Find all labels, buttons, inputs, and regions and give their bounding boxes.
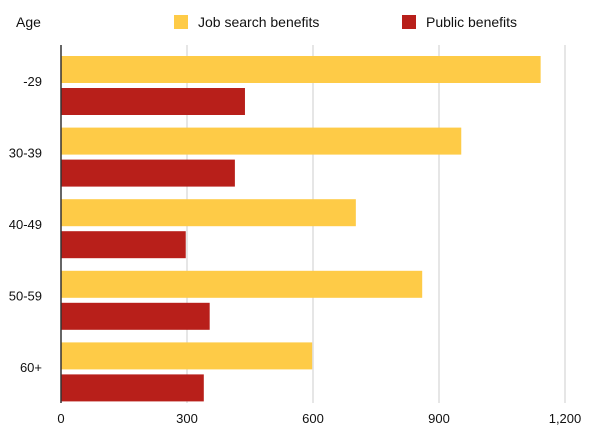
y-tick-label: 30-39 <box>9 145 42 160</box>
bar-job-search-0 <box>61 56 541 83</box>
legend-item-public-benefits: Public benefits <box>402 12 517 32</box>
bar-public-3 <box>61 302 210 330</box>
x-tick-label: 0 <box>57 411 64 426</box>
x-tick-label: 600 <box>302 411 324 426</box>
y-tick-label: 50-59 <box>9 289 42 304</box>
bar-public-0 <box>61 88 245 115</box>
bar-job-search-2 <box>61 199 356 227</box>
bar-public-1 <box>61 159 235 187</box>
legend-label-public: Public benefits <box>426 14 518 30</box>
bar-public-2 <box>61 231 186 259</box>
y-tick-label: -29 <box>23 74 42 89</box>
y-axis-title: Age <box>16 14 41 30</box>
y-tick-label: 60+ <box>20 360 42 375</box>
bar-job-search-4 <box>61 342 313 370</box>
legend-swatch-public <box>402 15 416 29</box>
x-tick-label: 1,200 <box>549 411 582 426</box>
x-tick-label: 300 <box>176 411 198 426</box>
bar-public-4 <box>61 374 204 402</box>
bar-job-search-1 <box>61 127 462 155</box>
bar-job-search-3 <box>61 270 423 298</box>
legend-item-job-search-benefits: Job search benefits <box>174 12 319 32</box>
y-tick-label: 40-49 <box>9 217 42 232</box>
legend-swatch-job-search <box>174 15 188 29</box>
legend-label-job-search: Job search benefits <box>198 14 320 30</box>
x-tick-label: 900 <box>428 411 450 426</box>
